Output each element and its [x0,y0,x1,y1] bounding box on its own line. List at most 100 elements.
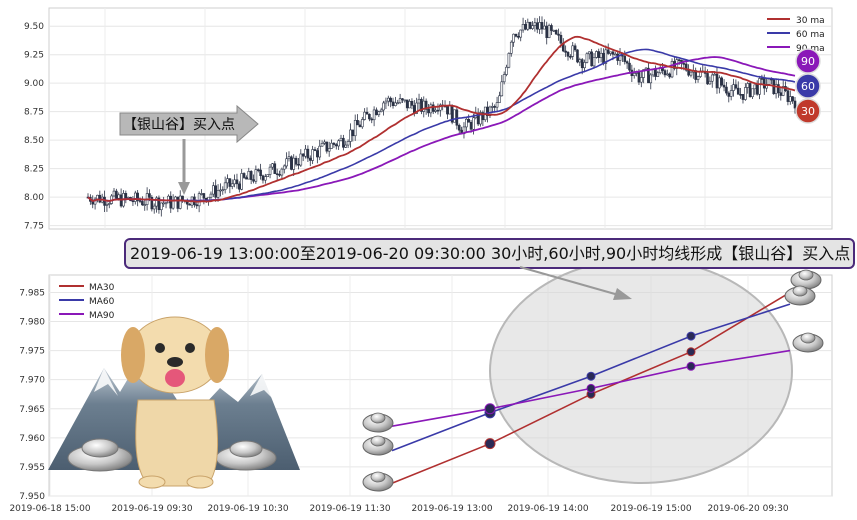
candle-body [500,81,504,97]
candle-body [498,95,501,103]
candle-body [370,118,374,121]
candle-body [346,141,350,146]
candle-body [261,175,265,181]
banner-text: 2019-06-19 13:00:00至2019-06-20 09:30:00 … [130,244,850,263]
candle-body [408,101,411,109]
candle-body [599,52,603,58]
ingot-icon [370,412,386,424]
bottom-x-tick-label: 2019-06-19 14:00 [507,504,588,514]
buy-point-callout: 【银山谷】买入点 [119,104,259,195]
candle-body [718,77,721,89]
candle-body [663,70,667,76]
candle-body [429,104,433,114]
top-y-tick-label: 8.25 [24,165,44,175]
candle-body [491,106,494,108]
candle-body [117,194,121,199]
candle-body [755,84,759,95]
candle-body [301,153,305,157]
candle-body [254,169,258,182]
candle-body [739,94,742,96]
candle-body [521,24,525,31]
candle-body [708,80,712,85]
candle-body [226,178,229,184]
candle-body [398,98,402,104]
banner-pointer-head [613,288,632,300]
candle-body [654,69,657,77]
candle-body [337,140,340,147]
puppy-paw-right [186,475,214,489]
candle-body [533,22,537,26]
candle-body [228,178,232,187]
mountain-snow-right [250,374,276,402]
badge-label-60: 60 [801,80,815,93]
candle-body [540,22,544,30]
candle-body [294,157,298,165]
candle-body [304,148,307,157]
top-y-tick-label: 8.75 [24,108,44,118]
top-y-tick-label: 9.00 [24,79,44,89]
candle-body [580,59,584,69]
candle-body [632,73,636,77]
legend-label-ma30: MA30 [89,283,115,293]
candle-body [564,50,567,53]
candle-body [677,59,681,61]
candle-body [290,156,293,170]
candle-body [505,66,508,75]
candle-body [509,41,513,54]
candle-body [696,76,700,80]
candle-body [238,183,241,190]
bottom-y-tick-label: 7.950 [19,492,45,502]
ingot-icon [370,471,386,483]
candle-body [713,73,716,76]
candle-body [327,148,331,152]
candle-body [606,49,610,54]
candle-body [495,102,499,108]
candle-body [323,141,326,144]
candle-body [762,78,766,89]
candle-body [216,190,220,198]
candle-body [249,171,253,180]
candle-body [143,204,147,206]
candle-body [710,74,714,82]
candle-body [176,196,180,209]
bottom-x-tick-label: 2019-06-19 13:00 [411,504,492,514]
candle-body [389,97,392,103]
candle-body [415,102,418,114]
candle-body [774,84,778,95]
candle-body [264,176,267,181]
bottom-x-tick-label: 2019-06-20 09:30 [707,504,788,514]
puppy-paw-left [138,475,166,489]
candle-body [278,174,281,176]
candle-body [93,198,97,205]
candle-body [349,129,352,142]
badge-label-30: 30 [801,105,815,118]
candle-body [609,51,612,54]
candle-body [613,53,617,56]
ingot-icon [792,285,808,297]
candle-body [507,53,511,68]
candle-body [618,52,622,61]
candle-body [543,25,546,30]
candle-body [760,78,764,80]
candle-body [138,200,142,202]
candle-body [386,97,390,102]
bottom-legend: MA30 MA60 MA90 [59,283,115,321]
candle-body [157,197,161,211]
ingot-icon [81,438,119,458]
candle-body [526,21,530,30]
candle-body [431,104,435,112]
candle-body [375,109,378,116]
candle-body [188,203,191,206]
bottom-x-tick-label: 2019-06-19 09:30 [111,504,192,514]
ma-badge-90: 90 [795,48,821,74]
candle-body [573,45,577,51]
candle-body [446,106,449,115]
candle-body [242,173,246,178]
candle-body [403,99,407,102]
candle-body [275,173,279,175]
badge-circle-90 [795,48,821,74]
bottom-ma-zoom-panel: 7.985 7.980 7.975 7.970 7.965 7.960 7.955 7.950… [9,258,833,514]
candle-body [493,106,497,108]
candle-body [436,109,440,112]
candle-body [583,62,586,69]
